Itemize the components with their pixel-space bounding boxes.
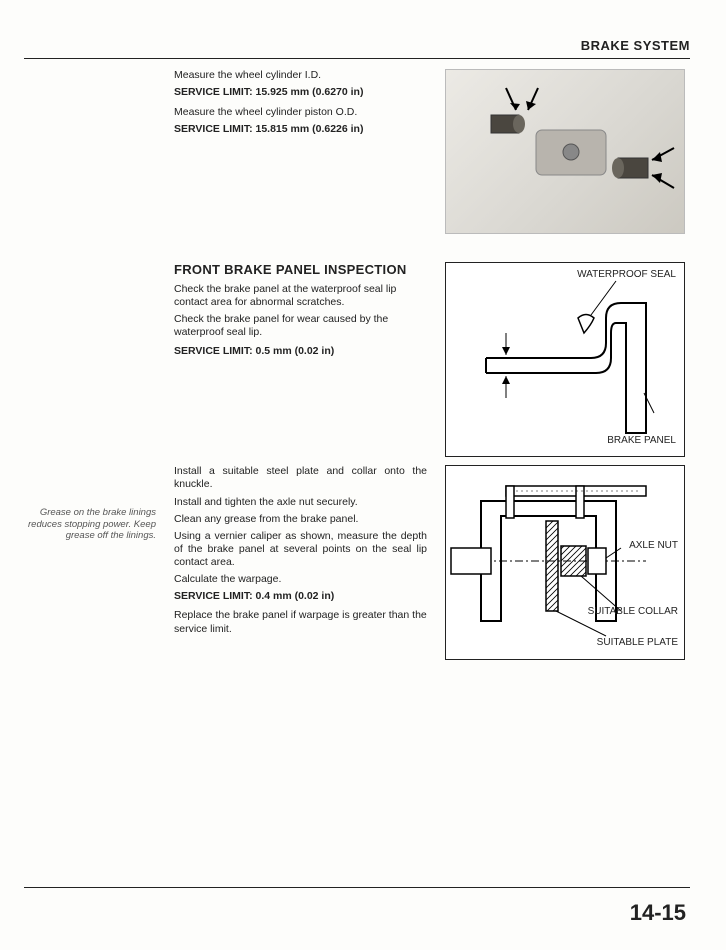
diagram-2-col: AXLE NUT SUITABLE COLLAR SUITABLE PLATE xyxy=(445,465,690,660)
s1-p1: Measure the wheel cylinder I.D. xyxy=(174,69,427,82)
left-margin-2 xyxy=(24,262,164,457)
section-3-text: Install a suitable steel plate and colla… xyxy=(174,465,435,660)
waterproof-seal-diagram: WATERPROOF SEAL BRAKE PANEL xyxy=(445,262,685,457)
section-3-row: Grease on the brake linings reduces stop… xyxy=(24,465,690,660)
page-number: 14-15 xyxy=(630,899,686,927)
d1-label-seal: WATERPROOF SEAL xyxy=(577,269,676,282)
left-margin-3: Grease on the brake linings reduces stop… xyxy=(24,465,164,660)
diagram-1-col: WATERPROOF SEAL BRAKE PANEL xyxy=(445,262,690,457)
s3-p6: Replace the brake panel if warpage is gr… xyxy=(174,609,427,635)
s2-limit: SERVICE LIMIT: 0.5 mm (0.02 in) xyxy=(174,345,427,358)
d1-label-panel: BRAKE PANEL xyxy=(607,435,676,446)
s1-limit1: SERVICE LIMIT: 15.925 mm (0.6270 in) xyxy=(174,86,427,99)
section-1-text: Measure the wheel cylinder I.D. SERVICE … xyxy=(174,69,435,234)
d2-label-plate: SUITABLE PLATE xyxy=(597,637,678,650)
s3-p2: Install and tighten the axle nut securel… xyxy=(174,496,427,509)
header-title: BRAKE SYSTEM xyxy=(24,38,690,54)
s3-p4: Using a vernier caliper as shown, measur… xyxy=(174,530,427,569)
s3-limit: SERVICE LIMIT: 0.4 mm (0.02 in) xyxy=(174,590,427,603)
s1-limit2: SERVICE LIMIT: 15.815 mm (0.6226 in) xyxy=(174,123,427,136)
s2-title: FRONT BRAKE PANEL INSPECTION xyxy=(174,262,427,278)
page-container: BRAKE SYSTEM Measure the wheel cylinder … xyxy=(0,0,726,950)
left-margin-1 xyxy=(24,69,164,234)
section-2-text: FRONT BRAKE PANEL INSPECTION Check the b… xyxy=(174,262,435,457)
wheel-cylinder-photo xyxy=(445,69,685,234)
s3-p3: Clean any grease from the brake panel. xyxy=(174,513,427,526)
margin-note: Grease on the brake linings reduces stop… xyxy=(24,507,156,541)
section-1-row: Measure the wheel cylinder I.D. SERVICE … xyxy=(24,69,690,234)
d2-label-collar: SUITABLE COLLAR xyxy=(588,606,678,619)
s1-p2: Measure the wheel cylinder piston O.D. xyxy=(174,106,427,119)
s3-p1: Install a suitable steel plate and colla… xyxy=(174,465,427,491)
d2-label-axle: AXLE NUT xyxy=(629,540,678,553)
caliper-measurement-diagram: AXLE NUT SUITABLE COLLAR SUITABLE PLATE xyxy=(445,465,685,660)
s2-p2: Check the brake panel for wear caused by… xyxy=(174,313,427,339)
s2-p1: Check the brake panel at the waterproof … xyxy=(174,283,427,309)
footer-rule xyxy=(24,887,690,888)
header-rule xyxy=(24,58,690,59)
d1-label-panel-text: BRAKE PANEL xyxy=(607,435,676,446)
photo-col xyxy=(445,69,690,234)
diagram-1-svg xyxy=(446,263,686,458)
diagram-2-svg xyxy=(446,466,686,661)
section-2-row: FRONT BRAKE PANEL INSPECTION Check the b… xyxy=(24,262,690,457)
s3-p5: Calculate the warpage. xyxy=(174,573,427,586)
photo-illustration xyxy=(446,70,685,234)
